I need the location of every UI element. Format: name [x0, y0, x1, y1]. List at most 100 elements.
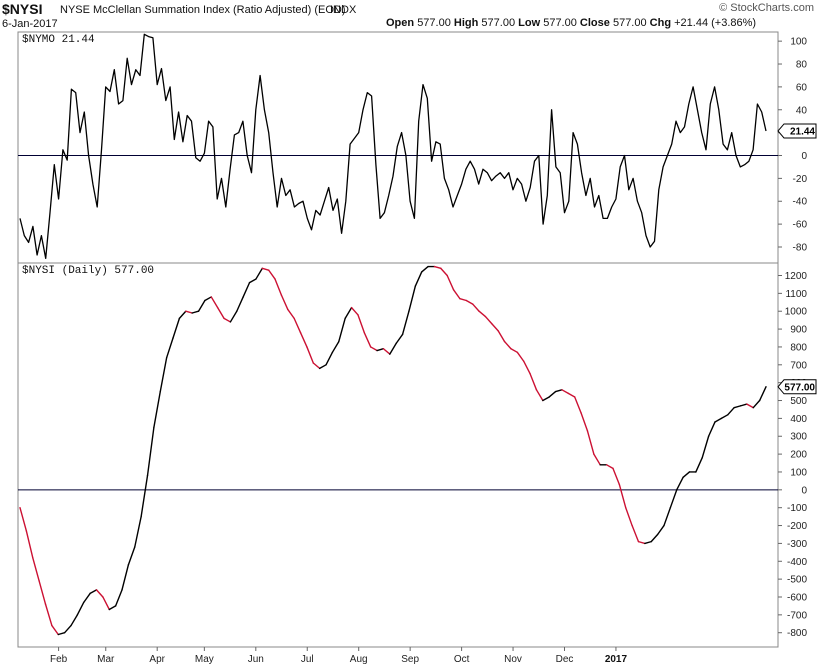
- nysi-ytick-label: -600: [787, 592, 807, 603]
- nysi-line-segment: [146, 426, 155, 477]
- nymo-ytick-label: 80: [796, 60, 808, 71]
- nysi-line-segment: [727, 406, 735, 416]
- nysi-line-segment: [178, 310, 187, 320]
- close-value: 577.00: [612, 17, 647, 29]
- nymo-ytick-label: 40: [796, 105, 808, 116]
- nysi-line-segment: [32, 556, 40, 582]
- nysi-line-segment: [478, 310, 487, 318]
- nysi-line-segment: [38, 580, 47, 605]
- nysi-line-segment: [197, 299, 206, 312]
- nysi-line-segment: [720, 414, 729, 420]
- nysi-line-segment: [714, 417, 723, 423]
- nysi-line-segment: [465, 299, 474, 305]
- nysi-line-segment: [618, 483, 627, 509]
- nysi-line-segment: [267, 269, 276, 280]
- nysi-plot-frame: [17, 262, 779, 648]
- nysi-line-segment: [637, 540, 646, 545]
- nysi-line-segment: [707, 421, 716, 437]
- brand-watermark: © StockCharts.com: [719, 2, 814, 14]
- chg-label: Chg: [649, 17, 672, 29]
- nysi-line-segment: [376, 348, 385, 352]
- nysi-line-segment: [127, 546, 136, 566]
- nysi-line-segment: [306, 346, 314, 364]
- date-label: 6-Jan-2017: [2, 18, 58, 30]
- nysi-line-segment: [236, 296, 244, 312]
- nysi-line-segment: [114, 589, 123, 607]
- nysi-line-segment: [663, 506, 672, 527]
- nysi-line-segment: [331, 340, 340, 354]
- nysi-ytick-label: -500: [787, 575, 807, 586]
- nysi-line-segment: [255, 267, 263, 280]
- nysi-line-segment: [548, 390, 557, 398]
- x-tick-label: Jul: [301, 654, 314, 665]
- nysi-line-segment: [70, 614, 79, 627]
- nysi-line-segment: [274, 278, 283, 296]
- nysi-line-segment: [561, 389, 570, 395]
- nysi-line-segment: [261, 267, 270, 271]
- nysi-line-segment: [369, 346, 378, 352]
- nysi-line-segment: [605, 464, 614, 470]
- nysi-last-value-label: 577.00: [784, 382, 815, 393]
- nysi-line-segment: [280, 294, 289, 311]
- nysi-line-segment: [440, 267, 448, 277]
- nysi-line-segment: [535, 389, 544, 402]
- nysi-line-segment: [63, 624, 72, 634]
- x-tick-label: Jun: [248, 654, 264, 665]
- nysi-line-segment: [248, 278, 257, 284]
- nysi-line-segment: [95, 589, 104, 598]
- close-label: Close: [579, 17, 610, 29]
- nysi-line-segment: [318, 364, 327, 370]
- nymo-ytick-label: -20: [793, 174, 808, 185]
- nysi-line-segment: [191, 310, 200, 314]
- nysi-line-segment: [134, 515, 142, 548]
- nysi-line-segment: [682, 471, 691, 479]
- high-label: High: [453, 17, 479, 29]
- nysi-line-segment: [491, 323, 499, 332]
- nysi-line-segment: [223, 317, 232, 323]
- nysi-line-segment: [586, 430, 595, 455]
- nysi-line-segment: [446, 274, 455, 291]
- nysi-ytick-label: -800: [787, 628, 807, 639]
- nysi-ytick-label: 100: [790, 467, 807, 478]
- nysi-line-segment: [44, 603, 53, 627]
- nysi-line-segment: [701, 435, 710, 459]
- nysi-line-segment: [89, 589, 98, 595]
- nysi-line-segment: [593, 453, 601, 466]
- nysi-line-segment: [574, 396, 582, 414]
- open-value: 577.00: [417, 17, 451, 29]
- nysi-last-value-badge: 577.00: [777, 379, 817, 395]
- nysi-line-segment: [433, 265, 442, 270]
- nysi-ytick-label: -700: [787, 610, 807, 621]
- nysi-line-segment: [395, 333, 404, 345]
- nysi-line-segment: [580, 412, 589, 432]
- nysi-line-segment: [631, 524, 640, 543]
- nysi-line-segment: [51, 624, 59, 636]
- nysi-ytick-label: 400: [790, 414, 807, 425]
- nymo-ytick-label: -40: [793, 197, 808, 208]
- nysi-line-segment: [140, 474, 149, 518]
- nymo-last-value-badge: 21.44: [777, 123, 817, 139]
- exchange-label: INDX: [330, 4, 357, 16]
- x-tick-label: 2017: [605, 654, 628, 665]
- nysi-ytick-label: 0: [801, 485, 807, 496]
- nysi-line-segment: [229, 310, 238, 323]
- nysi-line-segment: [459, 298, 468, 302]
- nysi-line-segment: [420, 265, 429, 273]
- nymo-series-line: [19, 33, 767, 260]
- nysi-line-segment: [401, 310, 410, 336]
- nymo-panel: $NYMO 21.44 -80-60-40-2002040608010021.4…: [17, 31, 817, 264]
- nysi-line-segment: [299, 331, 308, 348]
- chart-header: $NYSI NYSE McClellan Summation Index (Ra…: [0, 0, 820, 30]
- nysi-line-segment: [650, 533, 659, 543]
- nysi-line-segment: [408, 285, 417, 312]
- nysi-line-segment: [338, 317, 346, 343]
- x-tick-label: May: [195, 654, 214, 665]
- nysi-line-segment: [523, 360, 531, 375]
- nysi-line-segment: [76, 601, 85, 616]
- nysi-line-segment: [102, 596, 110, 611]
- ohlc-readout: Open 577.00 High 577.00 Low 577.00 Close…: [386, 17, 756, 29]
- nysi-line-segment: [695, 456, 703, 473]
- nysi-line-segment: [325, 351, 334, 366]
- nysi-line-segment: [656, 524, 665, 536]
